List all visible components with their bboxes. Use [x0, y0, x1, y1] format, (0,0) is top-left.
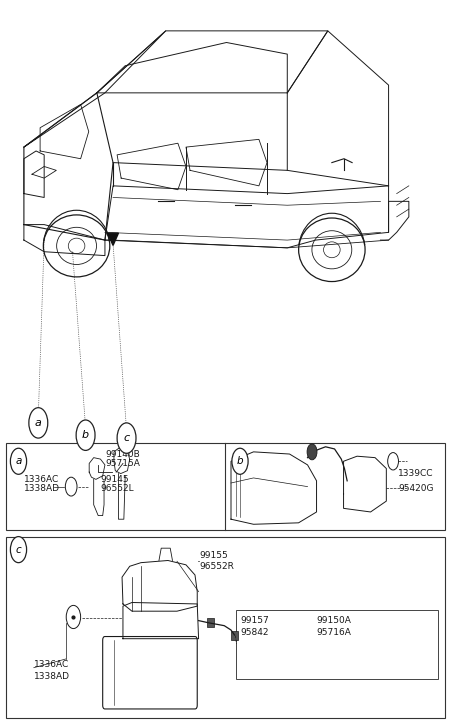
Circle shape — [117, 423, 136, 454]
Bar — [6, 443, 445, 530]
Text: 99150A: 99150A — [317, 616, 352, 625]
Text: 1339CC: 1339CC — [398, 469, 434, 478]
Bar — [231, 632, 238, 640]
Circle shape — [10, 449, 27, 474]
Circle shape — [76, 420, 95, 451]
Text: 1338AD: 1338AD — [24, 484, 60, 494]
Text: 95420G: 95420G — [398, 483, 434, 493]
Text: 96552L: 96552L — [101, 484, 134, 494]
Circle shape — [29, 408, 48, 438]
Circle shape — [66, 606, 81, 629]
Text: 1336AC: 1336AC — [34, 659, 69, 669]
Text: b: b — [82, 430, 89, 440]
Text: 1338AD: 1338AD — [34, 672, 70, 681]
Circle shape — [10, 537, 27, 563]
Text: 95842: 95842 — [240, 628, 269, 638]
Bar — [6, 537, 445, 718]
Polygon shape — [108, 233, 118, 246]
Text: 99155: 99155 — [199, 551, 228, 560]
Text: c: c — [15, 545, 21, 555]
Text: 99140B: 99140B — [106, 449, 140, 459]
Text: 95716A: 95716A — [317, 628, 352, 638]
Circle shape — [307, 444, 317, 459]
Text: a: a — [35, 418, 42, 428]
Text: c: c — [124, 433, 130, 443]
Text: 99145: 99145 — [101, 475, 129, 484]
Circle shape — [232, 449, 248, 474]
Text: a: a — [15, 457, 22, 466]
Text: 96552R: 96552R — [199, 562, 234, 571]
Bar — [236, 610, 438, 678]
Text: b: b — [237, 457, 243, 466]
Bar — [207, 619, 214, 627]
Text: 95715A: 95715A — [106, 459, 140, 468]
Text: 99157: 99157 — [240, 616, 269, 625]
Text: 1336AC: 1336AC — [24, 475, 59, 484]
